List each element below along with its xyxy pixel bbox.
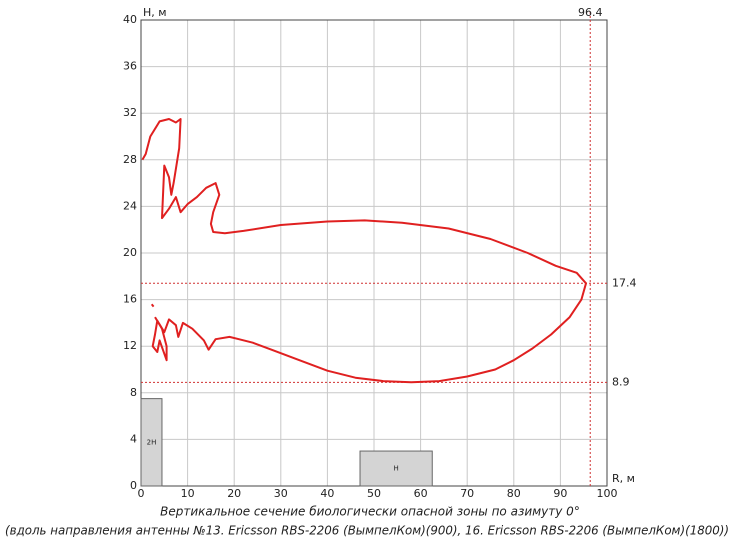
- building-label: 2Н: [147, 438, 157, 446]
- reference-label: 96.4: [578, 6, 603, 19]
- x-tick-label: 0: [138, 487, 145, 500]
- x-tick-label: 70: [460, 487, 474, 500]
- x-tick-label: 100: [597, 487, 618, 500]
- y-tick-label: 24: [123, 199, 137, 212]
- y-tick-label: 4: [130, 432, 137, 445]
- y-axis-label: H, м: [143, 6, 167, 19]
- y-tick-label: 8: [130, 386, 137, 399]
- y-tick-label: 16: [123, 293, 137, 306]
- reference-label: 17.4: [612, 276, 637, 289]
- chart-title: Вертикальное сечение биологически опасно…: [160, 505, 580, 519]
- x-tick-label: 60: [414, 487, 428, 500]
- zone-contour: [141, 118, 587, 384]
- x-tick-label: 30: [274, 487, 288, 500]
- building: [140, 398, 163, 487]
- y-tick-label: 20: [123, 246, 137, 259]
- x-tick-label: 50: [367, 487, 381, 500]
- x-tick-label: 10: [181, 487, 195, 500]
- y-tick-label: 32: [123, 106, 137, 119]
- y-tick-label: 36: [123, 60, 137, 73]
- building-label: Н: [394, 465, 399, 473]
- x-tick-label: 80: [507, 487, 521, 500]
- reference-label: 8.9: [612, 375, 630, 388]
- y-tick-label: 0: [130, 479, 137, 492]
- x-tick-label: 90: [553, 487, 567, 500]
- y-tick-label: 28: [123, 153, 137, 166]
- chart-subtitle: (вдоль направления антенны №13. Ericsson…: [5, 524, 729, 538]
- x-tick-label: 40: [320, 487, 334, 500]
- x-axis-label: R, м: [612, 472, 635, 485]
- y-tick-label: 40: [123, 13, 137, 26]
- x-tick-label: 20: [227, 487, 241, 500]
- building: [359, 450, 433, 487]
- y-tick-label: 12: [123, 339, 137, 352]
